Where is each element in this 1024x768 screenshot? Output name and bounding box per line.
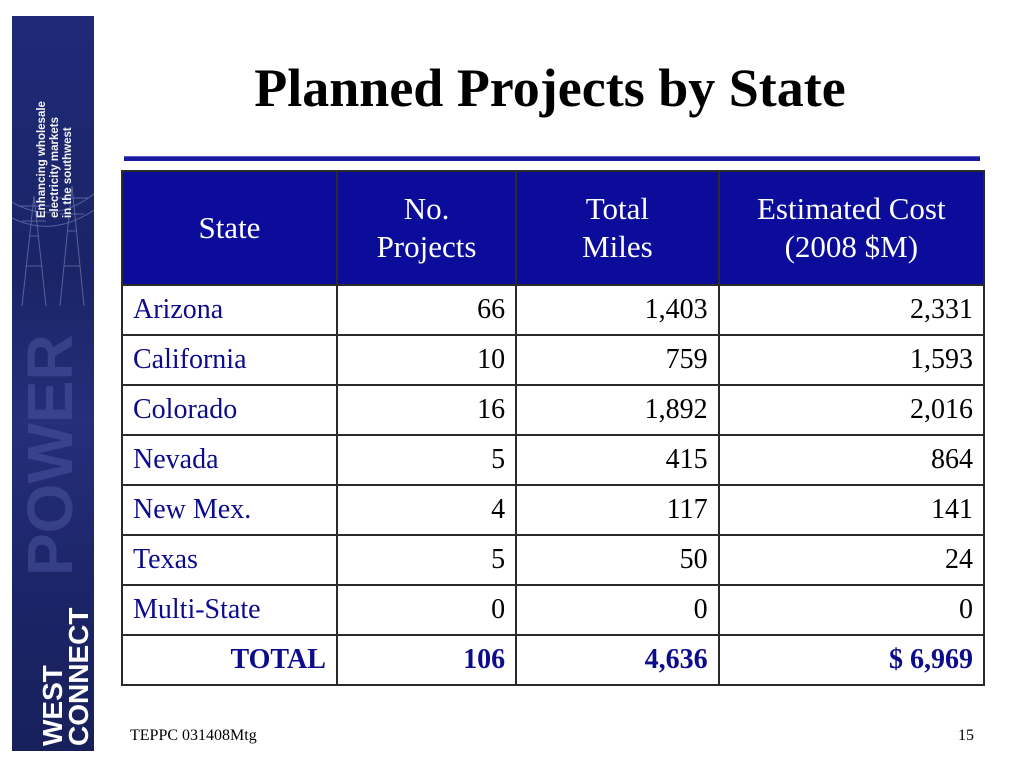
header-state: State [121, 170, 338, 286]
header-projects-line-1: No. [403, 191, 450, 226]
cell-projects: 5 [335, 434, 518, 486]
table-row: Nevada 5 415 864 [121, 434, 986, 486]
cell-state: Multi-State [121, 584, 338, 636]
footer-meeting-label: TEPPC 031408Mtg [130, 727, 257, 744]
header-miles-line-2: Miles [582, 229, 653, 264]
cell-total-label: TOTAL [121, 634, 338, 686]
logo-line-connect: CONNECT [63, 607, 94, 746]
table-row: Multi-State 0 0 0 [121, 584, 986, 636]
cell-total-cost: $ 6,969 [717, 634, 986, 686]
header-projects-line-2: Projects [376, 229, 477, 264]
table-row: Texas 5 50 24 [121, 534, 986, 586]
cell-state: Colorado [121, 384, 338, 436]
cell-miles: 50 [515, 534, 720, 586]
westconnect-logo: WEST CONNECT [37, 607, 94, 746]
page-number: 15 [958, 727, 974, 744]
cell-state: Texas [121, 534, 338, 586]
transmission-towers-graphic [12, 185, 94, 306]
cell-cost: 24 [717, 534, 986, 586]
cell-projects: 0 [335, 584, 518, 636]
tagline-line-2: electricity markets [49, 116, 61, 218]
header-cost: Estimated Cost (2008 $M) [717, 170, 986, 286]
table-row: Colorado 16 1,892 2,016 [121, 384, 986, 436]
cell-cost: 2,016 [717, 384, 986, 436]
cell-state: Nevada [121, 434, 338, 486]
cell-miles: 759 [515, 334, 720, 386]
cell-cost: 1,593 [717, 334, 986, 386]
header-cost-line-2: (2008 $M) [784, 229, 919, 264]
header-cost-line-1: Estimated Cost [757, 191, 946, 226]
title-underline [124, 156, 980, 161]
tagline-line-1: Enhancing wholesale [36, 101, 48, 218]
header-projects: No. Projects [335, 170, 518, 286]
cell-projects: 16 [335, 384, 518, 436]
table-row: California 10 759 1,593 [121, 334, 986, 386]
cell-cost: 0 [717, 584, 986, 636]
table-total-row: TOTAL 106 4,636 $ 6,969 [121, 634, 986, 686]
cell-total-projects: 106 [335, 634, 518, 686]
cell-projects: 10 [335, 334, 518, 386]
cell-cost: 141 [717, 484, 986, 536]
cell-state: California [121, 334, 338, 386]
table-row: Arizona 66 1,403 2,331 [121, 284, 986, 336]
cell-miles: 1,403 [515, 284, 720, 336]
table-row: New Mex. 4 117 141 [121, 484, 986, 536]
side-banner: POWER Enhancing wholesale electricity ma… [12, 16, 94, 751]
projects-table: State No. Projects Total Miles Estimated… [121, 170, 986, 686]
cell-projects: 5 [335, 534, 518, 586]
cell-miles: 415 [515, 434, 720, 486]
header-miles-line-1: Total [585, 191, 649, 226]
svg-text:POWER: POWER [18, 334, 86, 576]
table-header-row: State No. Projects Total Miles Estimated… [121, 170, 986, 286]
cell-state: New Mex. [121, 484, 338, 536]
cell-miles: 0 [515, 584, 720, 636]
cell-cost: 864 [717, 434, 986, 486]
slide-title: Planned Projects by State [254, 58, 846, 118]
tagline-line-3: in the southwest [62, 127, 74, 218]
cell-projects: 4 [335, 484, 518, 536]
power-watermark: POWER [18, 334, 86, 576]
header-miles: Total Miles [515, 170, 720, 286]
cell-miles: 1,892 [515, 384, 720, 436]
cell-miles: 117 [515, 484, 720, 536]
tagline: Enhancing wholesale electricity markets … [36, 78, 75, 218]
cell-projects: 66 [335, 284, 518, 336]
cell-total-miles: 4,636 [515, 634, 720, 686]
cell-cost: 2,331 [717, 284, 986, 336]
cell-state: Arizona [121, 284, 338, 336]
